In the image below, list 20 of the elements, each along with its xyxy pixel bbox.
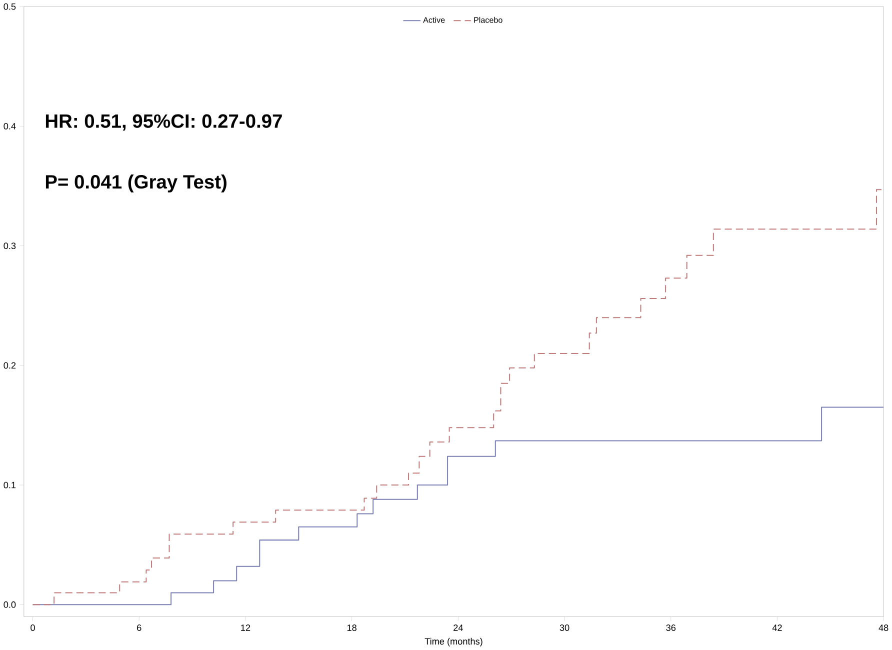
x-tick-label: 36 <box>666 624 676 632</box>
y-tick-label: 0.3 <box>4 242 16 250</box>
annotation: P= 0.041 (Gray Test) <box>46 174 226 193</box>
y-tick-label: 0.4 <box>4 123 16 130</box>
y-tick-label: 0.5 <box>4 3 16 10</box>
y-tick-label: 0.0 <box>4 602 16 608</box>
x-tick-label: 6 <box>137 624 142 632</box>
x-tick-label: 18 <box>347 624 356 632</box>
y-tick-label: 0.2 <box>4 362 16 369</box>
x-tick-label: 0 <box>30 624 35 632</box>
x-tick-label: 48 <box>878 624 888 632</box>
x-tick-label: 42 <box>772 624 782 631</box>
annotation: HR: 0.51, 95%CI: 0.27-0.97 <box>46 114 282 131</box>
x-tick-label: 30 <box>560 624 570 632</box>
legend-label: Active <box>423 17 445 23</box>
x-tick-label: 24 <box>454 624 463 631</box>
x-axis-title: Time (months) <box>424 638 482 646</box>
legend-label: Placebo <box>474 17 502 23</box>
x-tick-label: 12 <box>241 624 250 631</box>
y-tick-label: 0.1 <box>4 482 16 488</box>
